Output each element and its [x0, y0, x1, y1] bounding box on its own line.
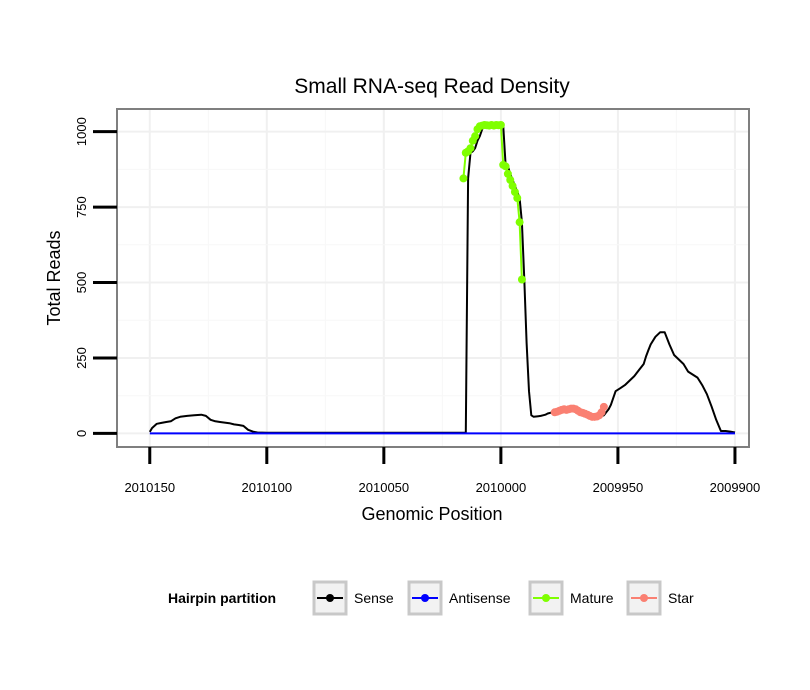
x-tick-label: 2009950 [593, 480, 644, 495]
y-tick-label: 0 [74, 430, 89, 437]
data-point-star [599, 402, 608, 411]
series-layer [148, 120, 736, 435]
legend-title: Hairpin partition [168, 590, 276, 606]
data-point-mature [466, 144, 475, 153]
data-point-mature [459, 174, 468, 183]
x-axis-title: Genomic Position [361, 504, 502, 524]
data-point-mature [515, 218, 524, 227]
x-tick-label: 2009900 [710, 480, 761, 495]
legend-key-point-sense [326, 594, 334, 602]
legend-key-point-star [640, 594, 648, 602]
series-line-sense [148, 124, 736, 434]
data-point-mature [508, 181, 517, 190]
y-axis-title: Total Reads [44, 230, 64, 325]
legend-label-mature: Mature [570, 590, 614, 606]
data-point-mature [517, 275, 526, 284]
legend: Hairpin partition Sense Antisense Mature St… [168, 580, 694, 616]
y-tick-label: 1000 [74, 117, 89, 146]
data-point-mature [510, 187, 519, 196]
data-point-mature [506, 175, 515, 184]
legend-label-star: Star [668, 590, 694, 606]
data-point-mature [503, 169, 512, 178]
x-tick-label: 2010050 [359, 480, 410, 495]
data-point-mature [496, 120, 505, 129]
legend-key-point-antisense [421, 594, 429, 602]
data-point-mature [501, 162, 510, 171]
x-tick-label: 2010000 [476, 480, 527, 495]
y-tick-label: 750 [74, 196, 89, 218]
axes: 2010150 2010100 2010050 2010000 2009950 20099… [74, 117, 760, 495]
data-point-mature [471, 132, 480, 141]
legend-key-point-mature [542, 594, 550, 602]
legend-label-sense: Sense [354, 590, 394, 606]
chart-title: Small RNA-seq Read Density [294, 75, 570, 98]
grid [117, 109, 749, 447]
x-tick-label: 2010150 [124, 480, 175, 495]
y-tick-label: 250 [74, 347, 89, 369]
y-tick-label: 500 [74, 272, 89, 294]
legend-label-antisense: Antisense [449, 590, 511, 606]
x-tick-label: 2010100 [241, 480, 292, 495]
plot-panel-border [116, 108, 750, 448]
data-point-mature [513, 194, 522, 203]
